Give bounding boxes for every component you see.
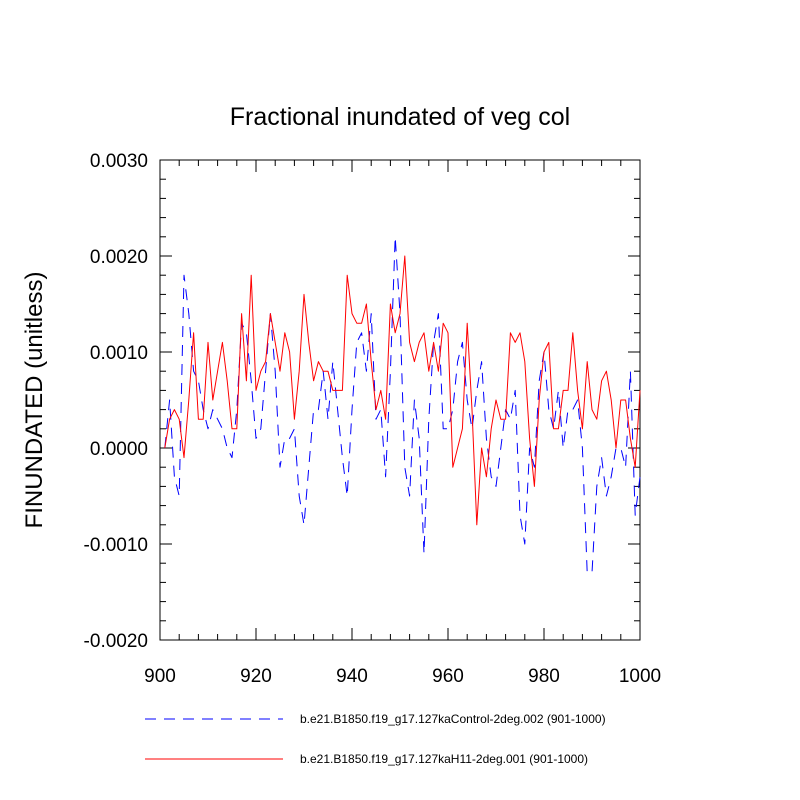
x-tick-label: 920 — [240, 666, 272, 687]
series-lines — [164, 236, 641, 574]
y-tick-label: 0.0010 — [90, 343, 148, 364]
y-axis-label: FINUNDATED (unitless) — [21, 272, 48, 529]
legend-label-control: b.e21.B1850.f19_g17.127kaControl-2deg.00… — [300, 712, 606, 726]
x-tick-label: 960 — [432, 666, 464, 687]
y-tick-labels: -0.0020 -0.0010 0.0000 0.0010 0.0020 0.0030 — [84, 151, 148, 652]
legend-label-h11: b.e21.B1850.f19_g17.127kaH11-2deg.001 (9… — [300, 752, 588, 766]
y-tick-label: -0.0010 — [84, 535, 148, 556]
y-tick-label: 0.0000 — [90, 439, 148, 460]
y-tick-label: -0.0020 — [84, 631, 148, 652]
plot-frame — [159, 159, 641, 641]
y-tick-label: 0.0020 — [90, 247, 148, 268]
series-line-control — [164, 236, 641, 574]
x-tick-label: 980 — [528, 666, 560, 687]
x-tick-label: 900 — [144, 666, 176, 687]
plot-area: -0.0020 -0.0010 0.0000 0.0010 0.0020 0.0030 9… — [84, 151, 662, 687]
series-line-h11 — [164, 255, 641, 526]
x-tick-label: 1000 — [619, 666, 661, 687]
y-tick-label: 0.0030 — [90, 151, 148, 172]
x-tick-labels: 900 920 940 960 980 1000 — [144, 666, 661, 687]
axis-ticks — [159, 159, 641, 641]
series-points-h11 — [165, 256, 640, 525]
chart-title: Fractional inundated of veg col — [230, 103, 571, 131]
x-tick-label: 940 — [336, 666, 368, 687]
legend: b.e21.B1850.f19_g17.127kaControl-2deg.00… — [145, 712, 606, 766]
